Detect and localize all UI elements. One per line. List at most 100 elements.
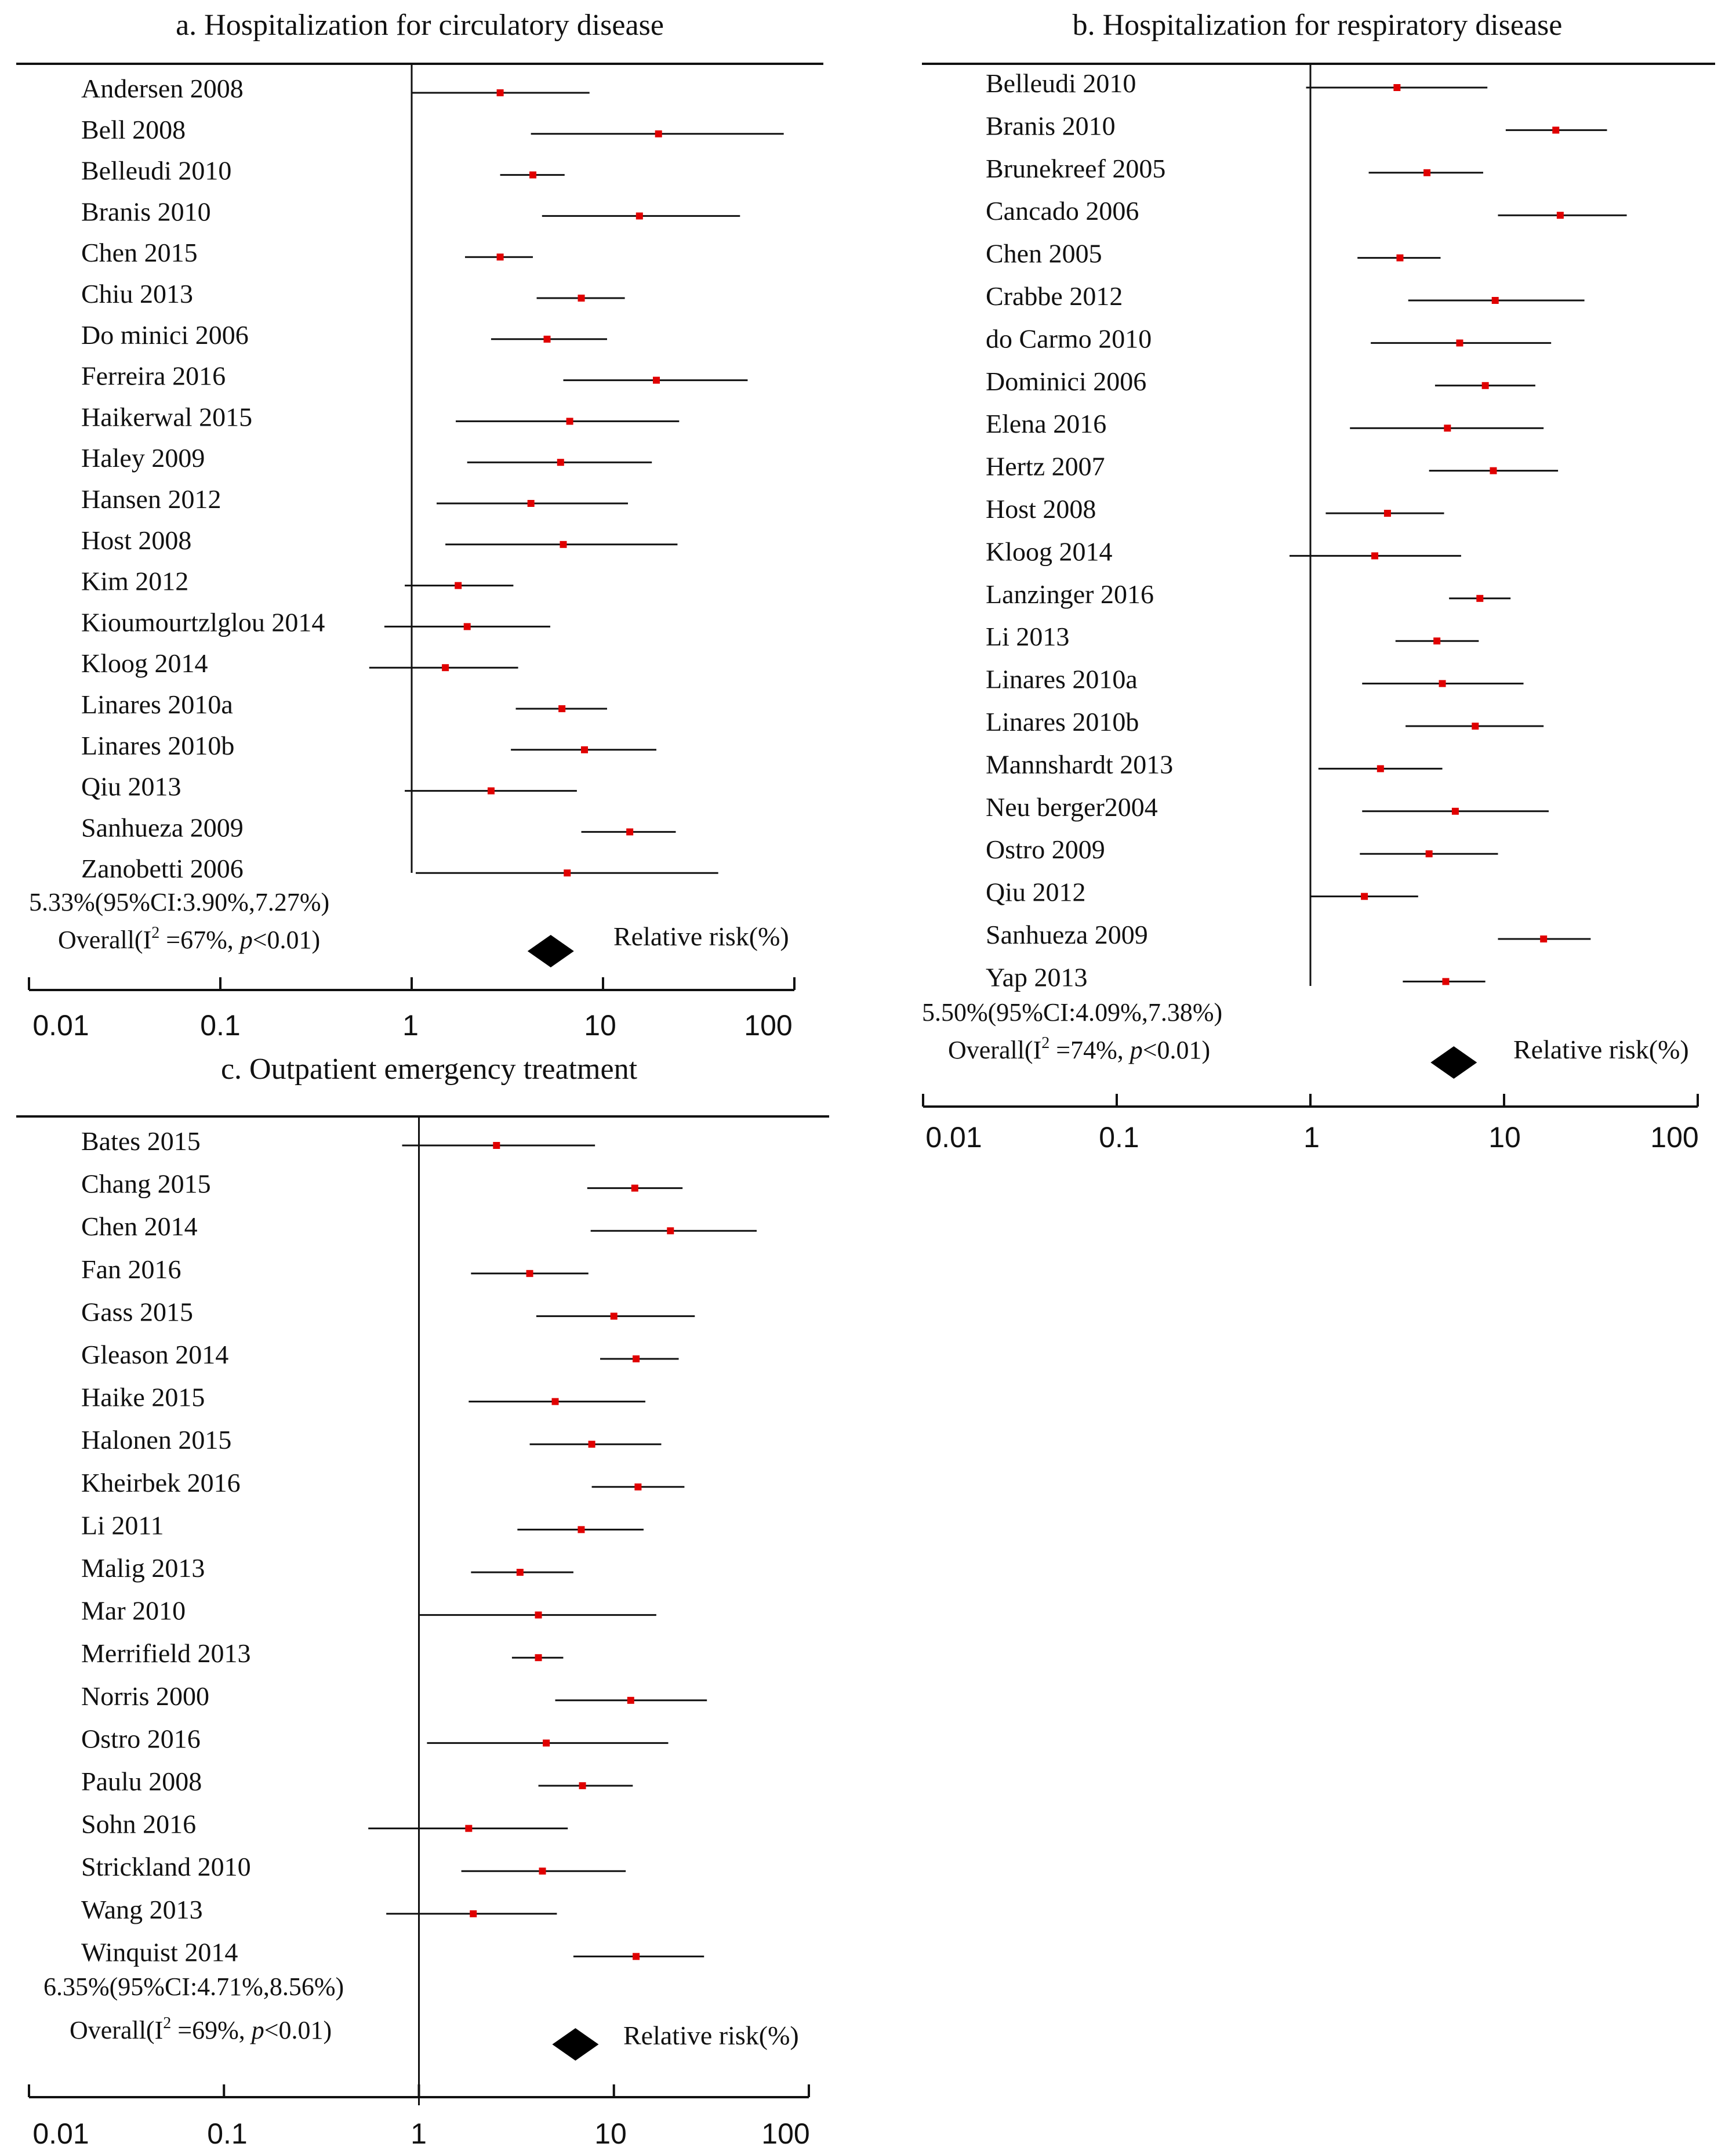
point-estimate [1491, 297, 1499, 304]
legend-label: Relative risk(%) [1513, 1035, 1689, 1064]
study-row: Kim 2012 [81, 567, 514, 596]
study-label: Bell 2008 [81, 115, 186, 144]
point-estimate [579, 1782, 586, 1789]
study-row: Elena 2016 [986, 409, 1544, 438]
point-estimate [487, 787, 495, 795]
point-estimate [566, 418, 573, 425]
study-label: Kloog 2014 [986, 536, 1113, 566]
x-axis-tick-label: 10 [594, 2117, 627, 2150]
study-row: Mar 2010 [81, 1596, 656, 1626]
study-label: Do minici 2006 [81, 320, 249, 350]
study-row: Kheirbek 2016 [81, 1468, 685, 1497]
study-row: Li 2011 [81, 1510, 644, 1540]
point-estimate [529, 171, 537, 179]
study-row: do Carmo 2010 [986, 324, 1552, 353]
study-label: Brunekreef 2005 [986, 154, 1165, 183]
study-row: Cancado 2006 [986, 196, 1627, 226]
study-row: Yap 2013 [986, 962, 1486, 992]
x-axis-tick-label: 10 [584, 1009, 616, 1042]
x-axis-tick-label: 0.1 [200, 1009, 241, 1042]
point-estimate [516, 1569, 524, 1576]
x-axis-tick-label: 10 [1488, 1121, 1521, 1154]
study-label: Yap 2013 [986, 962, 1088, 992]
legend-label: Relative risk(%) [613, 922, 789, 951]
point-estimate [1425, 850, 1433, 858]
point-estimate [535, 1654, 542, 1662]
point-estimate [470, 1910, 477, 1917]
study-label: Cancado 2006 [986, 196, 1139, 226]
point-estimate [633, 1355, 640, 1362]
study-row: Chen 2015 [81, 238, 533, 267]
point-estimate [564, 869, 571, 877]
study-row: Merrifield 2013 [81, 1638, 564, 1668]
study-label: Sanhueza 2009 [81, 813, 244, 842]
point-estimate [543, 1739, 550, 1747]
study-label: Gleason 2014 [81, 1340, 228, 1369]
study-row: Paulu 2008 [81, 1767, 633, 1796]
point-estimate [1451, 807, 1459, 815]
x-axis-tick-label: 1 [411, 2117, 427, 2150]
study-label: Chang 2015 [81, 1169, 211, 1199]
point-estimate [1442, 978, 1450, 985]
study-row: Hertz 2007 [986, 452, 1559, 481]
study-label: Linares 2010b [986, 707, 1139, 737]
study-label: Belleudi 2010 [81, 156, 231, 186]
study-row: Bates 2015 [81, 1126, 595, 1156]
point-estimate [1476, 594, 1484, 602]
point-estimate [1396, 254, 1404, 262]
study-row: Ferreira 2016 [81, 361, 748, 391]
point-estimate [539, 1867, 546, 1875]
point-estimate [610, 1312, 618, 1320]
point-estimate [1393, 84, 1401, 91]
study-row: Linares 2010a [81, 690, 607, 719]
point-estimate [526, 1270, 533, 1277]
study-label: Sohn 2016 [81, 1809, 196, 1839]
study-label: Norris 2000 [81, 1681, 209, 1711]
point-estimate [667, 1227, 674, 1235]
x-axis-tick-label: 100 [744, 1009, 792, 1042]
study-row: Brunekreef 2005 [986, 154, 1483, 183]
point-estimate [1361, 893, 1368, 900]
study-label: Ostro 2009 [986, 835, 1105, 864]
study-row: Kloog 2014 [986, 536, 1461, 566]
point-estimate [558, 705, 566, 712]
study-row: Sanhueza 2009 [986, 920, 1591, 949]
study-row: Linares 2010a [986, 665, 1524, 694]
pooled-estimate-text: 5.33%(95%CI:3.90%,7.27%) [29, 888, 329, 916]
overall-heterogeneity-text: Overall(I2 =67%, p<0.01) [58, 924, 320, 954]
study-label: Chen 2014 [81, 1212, 198, 1241]
study-row: Branis 2010 [986, 111, 1607, 140]
study-label: Chen 2015 [81, 238, 198, 267]
point-estimate [1481, 382, 1489, 389]
study-row: Linares 2010b [986, 707, 1544, 737]
study-row: Winquist 2014 [81, 1937, 704, 1967]
point-estimate [652, 376, 660, 384]
study-label: Elena 2016 [986, 409, 1106, 438]
study-label: Host 2008 [81, 525, 191, 555]
study-label: Host 2008 [986, 494, 1096, 524]
study-row: Haikerwal 2015 [81, 402, 680, 431]
x-axis-tick-label: 1 [402, 1009, 419, 1042]
study-label: Haley 2009 [81, 443, 205, 473]
point-estimate [578, 295, 585, 302]
study-label: Linares 2010b [81, 731, 234, 760]
study-row: Sohn 2016 [81, 1809, 568, 1839]
x-axis-tick-label: 0.1 [1099, 1121, 1139, 1154]
point-estimate [465, 1825, 473, 1832]
study-row: Branis 2010 [81, 197, 740, 226]
study-row: Kloog 2014 [81, 648, 518, 678]
pooled-estimate-text: 5.50%(95%CI:4.09%,7.38%) [922, 998, 1222, 1027]
study-label: Kim 2012 [81, 567, 188, 596]
point-estimate [1439, 680, 1446, 687]
study-label: Qiu 2013 [81, 772, 181, 802]
study-label: Ferreira 2016 [81, 361, 226, 391]
study-label: Crabbe 2012 [986, 281, 1123, 311]
study-label: do Carmo 2010 [986, 324, 1152, 353]
study-label: Andersen 2008 [81, 74, 244, 103]
study-label: Hansen 2012 [81, 484, 221, 514]
study-row: Andersen 2008 [81, 74, 590, 103]
study-label: Kioumourtzlglou 2014 [81, 607, 325, 637]
point-estimate [626, 828, 634, 836]
x-axis-tick-label: 0.01 [32, 2117, 89, 2150]
study-row: Host 2008 [986, 494, 1444, 524]
